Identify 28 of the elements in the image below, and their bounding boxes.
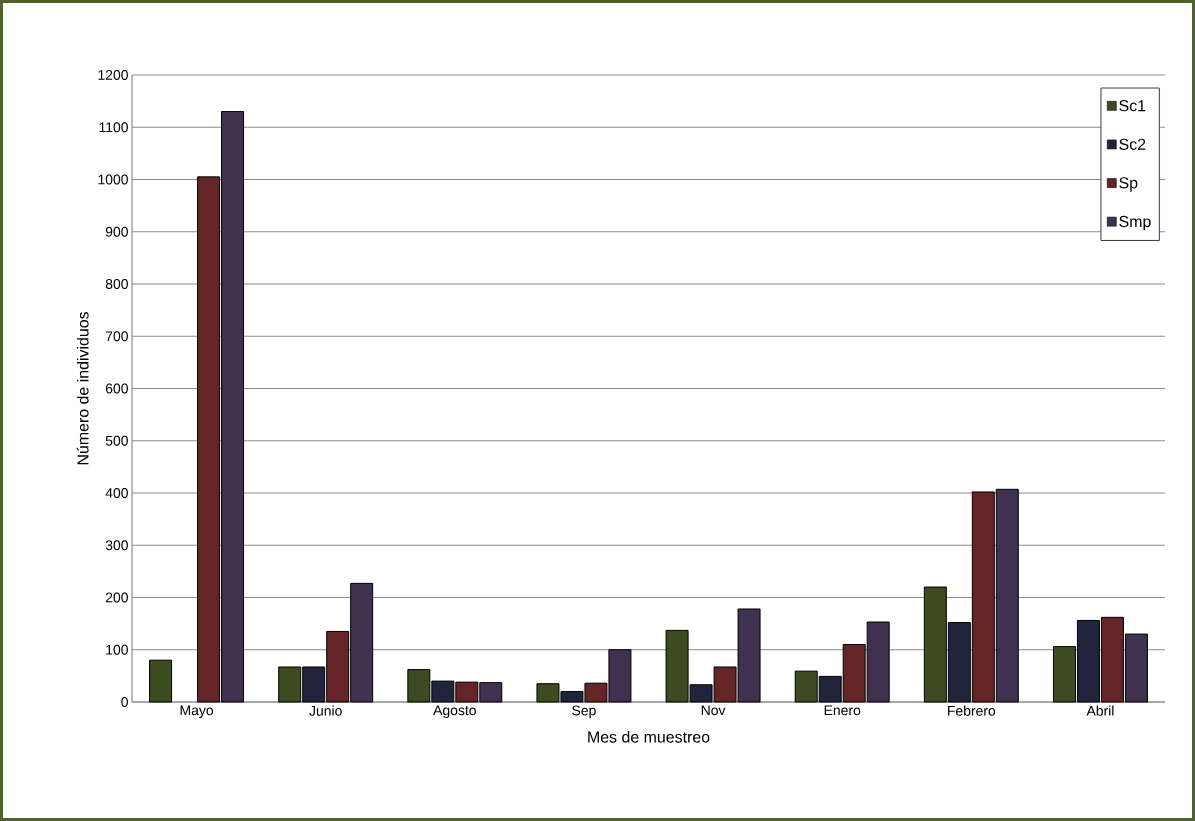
x-tick-label: Sep — [572, 705, 596, 719]
y-tick-label: 0 — [121, 697, 128, 707]
y-tick-label: 500 — [105, 435, 128, 446]
x-tick-label: Enero — [824, 705, 861, 716]
y-axis-title: Número de individuos — [76, 312, 89, 465]
legend-label: Sp — [1119, 177, 1138, 192]
x-axis-title: Mes de muestreo — [588, 730, 710, 743]
x-tick-label: Abril — [1086, 705, 1114, 716]
legend-label: Sc2 — [1119, 138, 1146, 150]
y-tick-label: 600 — [105, 383, 128, 394]
x-tick-label: Mayo — [180, 705, 214, 718]
y-tick-label: 100 — [106, 644, 128, 655]
x-tick-label: Nov — [701, 705, 726, 716]
y-tick-label: 900 — [105, 226, 128, 237]
y-tick-label: 1000 — [98, 174, 128, 185]
x-tick-label: Agosto — [433, 705, 476, 718]
y-tick-label: 800 — [105, 279, 128, 289]
y-tick-label: 1200 — [98, 70, 128, 80]
y-tick-label: 1100 — [99, 122, 128, 133]
y-tick-label: 400 — [105, 488, 128, 498]
legend-label: Smp — [1119, 215, 1151, 231]
legend-label: Sc1 — [1119, 100, 1146, 112]
y-tick-label: 700 — [105, 331, 128, 342]
y-tick-label: 200 — [105, 592, 128, 603]
y-tick-label: 300 — [105, 540, 128, 551]
x-tick-label: Febrero — [948, 705, 996, 716]
x-tick-label: Junio — [309, 705, 342, 716]
bar — [149, 659, 173, 703]
